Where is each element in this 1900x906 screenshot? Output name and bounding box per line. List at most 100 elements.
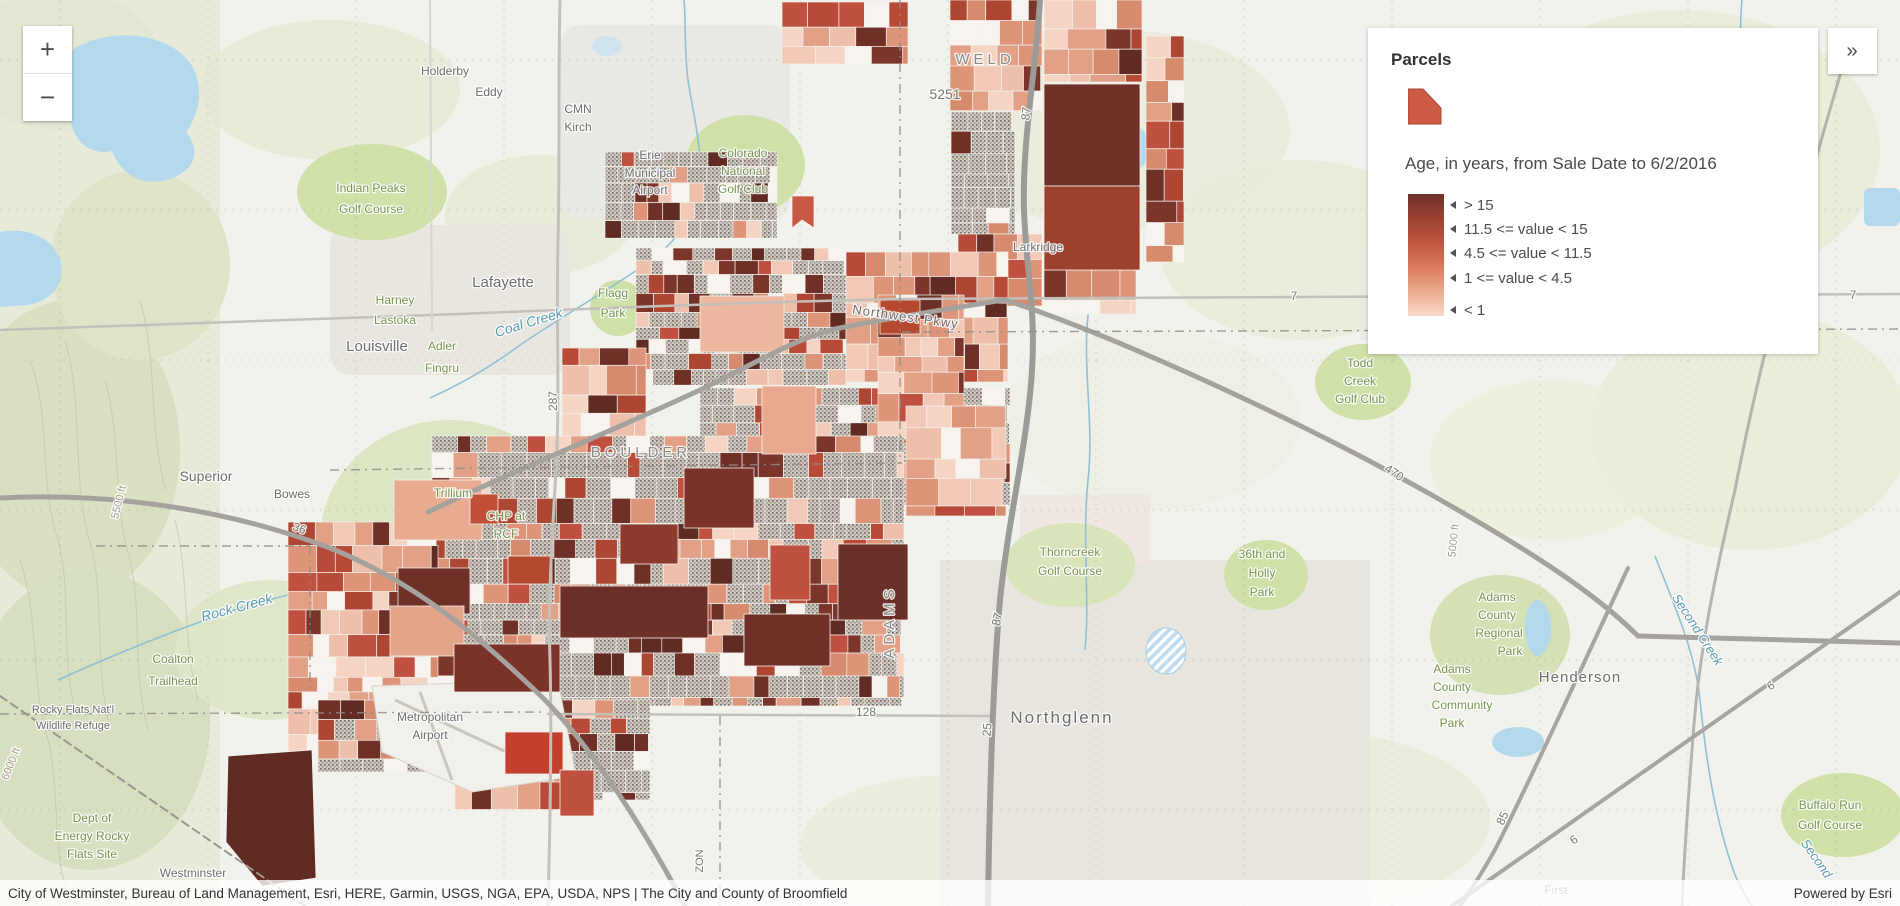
- svg-text:7: 7: [1291, 289, 1298, 303]
- svg-text:Louisville: Louisville: [346, 338, 408, 355]
- ramp-tick-icon: [1450, 249, 1456, 257]
- double-chevron-right-icon: »: [1846, 39, 1859, 62]
- svg-text:87: 87: [1018, 106, 1033, 121]
- svg-text:Adler: Adler: [428, 339, 456, 353]
- svg-text:Trillium: Trillium: [434, 486, 472, 500]
- svg-text:Park: Park: [1250, 585, 1276, 599]
- svg-text:287: 287: [546, 391, 560, 411]
- legend-class-label: 1 <= value < 4.5: [1464, 269, 1573, 287]
- svg-text:Indian Peaks: Indian Peaks: [336, 181, 405, 195]
- svg-text:Eddy: Eddy: [475, 85, 502, 99]
- legend-class-label: 11.5 <= value < 15: [1464, 220, 1588, 238]
- svg-text:5251: 5251: [929, 86, 960, 102]
- legend-title: Parcels: [1391, 50, 1452, 69]
- svg-text:Northglenn: Northglenn: [1010, 708, 1113, 727]
- svg-text:87: 87: [989, 611, 1006, 627]
- svg-text:Metropolitan: Metropolitan: [397, 710, 463, 724]
- svg-text:Todd: Todd: [1347, 356, 1373, 370]
- svg-text:Park: Park: [1440, 716, 1466, 730]
- svg-text:5000 ft: 5000 ft: [1446, 523, 1461, 558]
- zoom-in-button[interactable]: +: [39, 34, 56, 64]
- svg-text:Golf Club: Golf Club: [718, 182, 768, 196]
- svg-text:Community: Community: [1432, 698, 1493, 712]
- svg-text:Westminster: Westminster: [160, 866, 226, 880]
- svg-text:Golf Course: Golf Course: [1798, 818, 1862, 832]
- svg-text:BOULDER: BOULDER: [591, 444, 692, 461]
- svg-text:Municipal: Municipal: [625, 166, 676, 180]
- svg-text:ADAMS: ADAMS: [881, 585, 898, 658]
- svg-text:RCF: RCF: [494, 527, 519, 541]
- svg-text:36th and: 36th and: [1239, 547, 1286, 561]
- svg-text:County: County: [1433, 680, 1471, 694]
- svg-text:Airport: Airport: [632, 183, 668, 197]
- svg-text:Buffalo Run: Buffalo Run: [1799, 798, 1862, 812]
- svg-text:Park: Park: [1498, 644, 1524, 658]
- svg-text:Lastoka: Lastoka: [374, 313, 416, 327]
- map-labels: Holderby Eddy CMN Kirch Erie Municipal Airport…: [0, 50, 1864, 899]
- powered-by-esri: Powered by Esri: [1793, 885, 1892, 901]
- legend-class-label: > 15: [1464, 196, 1494, 214]
- svg-text:Golf Club: Golf Club: [1335, 392, 1385, 406]
- svg-text:Energy Rocky: Energy Rocky: [55, 829, 130, 843]
- legend-class-row: 4.5 <= value < 11.5: [1450, 244, 1592, 262]
- legend-class-label: < 1: [1464, 301, 1486, 319]
- svg-text:Trailhead: Trailhead: [148, 674, 198, 688]
- svg-text:25: 25: [980, 722, 995, 737]
- svg-text:Harney: Harney: [376, 293, 415, 307]
- svg-text:Holly: Holly: [1249, 566, 1276, 580]
- zoom-out-button[interactable]: −: [39, 82, 56, 112]
- svg-text:Superior: Superior: [180, 468, 233, 484]
- parcel-swatch-icon: [1408, 88, 1442, 125]
- svg-text:7: 7: [1850, 288, 1857, 302]
- svg-text:Fingru: Fingru: [425, 361, 459, 375]
- svg-text:Airport: Airport: [412, 728, 448, 742]
- legend-class-row: > 15: [1450, 196, 1494, 214]
- legend-class-row: < 1: [1450, 301, 1485, 319]
- legend-subtitle: Age, in years, from Sale Date to 6/2/201…: [1405, 154, 1717, 173]
- svg-text:Thorncreek: Thorncreek: [1040, 545, 1102, 559]
- svg-text:Wildlife Refuge: Wildlife Refuge: [36, 720, 110, 732]
- svg-text:Rocky Flats Nat'l: Rocky Flats Nat'l: [32, 704, 114, 716]
- svg-text:Adams: Adams: [1433, 662, 1470, 676]
- zoom-control-divider: [23, 73, 72, 74]
- svg-text:County: County: [1478, 608, 1516, 622]
- svg-text:Kirch: Kirch: [564, 120, 591, 134]
- svg-text:Holderby: Holderby: [421, 64, 469, 78]
- svg-text:Bowes: Bowes: [274, 487, 310, 501]
- svg-text:Park: Park: [601, 306, 627, 320]
- svg-text:Henderson: Henderson: [1539, 669, 1621, 686]
- attribution-bar: City of Westminster, Bureau of Land Mana…: [0, 880, 1900, 906]
- svg-text:Colorado: Colorado: [719, 146, 768, 160]
- parcels-layer: [225, 0, 1185, 887]
- svg-text:Erie: Erie: [639, 148, 661, 162]
- svg-text:Flagg: Flagg: [598, 286, 628, 300]
- svg-text:Dept of: Dept of: [73, 811, 112, 825]
- legend-panel: Parcels Age, in years, from Sale Date to…: [1368, 28, 1818, 354]
- svg-text:CHP at: CHP at: [487, 509, 526, 523]
- svg-text:National: National: [721, 164, 765, 178]
- legend-color-ramp: [1408, 194, 1444, 316]
- legend-class-row: 11.5 <= value < 15: [1450, 220, 1588, 238]
- svg-text:Larkridge: Larkridge: [1013, 240, 1063, 254]
- svg-text:Golf Course: Golf Course: [339, 202, 403, 216]
- svg-text:ZON: ZON: [694, 849, 706, 872]
- ramp-tick-icon: [1450, 225, 1456, 233]
- svg-text:128: 128: [856, 705, 876, 719]
- svg-text:Lafayette: Lafayette: [472, 274, 534, 291]
- svg-text:Regional: Regional: [1475, 626, 1522, 640]
- svg-text:Coalton: Coalton: [152, 652, 193, 666]
- ramp-tick-icon: [1450, 201, 1456, 209]
- ramp-tick-icon: [1450, 306, 1456, 314]
- svg-text:CMN: CMN: [564, 102, 591, 116]
- ramp-tick-icon: [1450, 274, 1456, 282]
- legend-class-label: 4.5 <= value < 11.5: [1464, 244, 1592, 262]
- attribution-sources: City of Westminster, Bureau of Land Mana…: [8, 885, 848, 901]
- svg-text:Adams: Adams: [1478, 590, 1515, 604]
- legend-collapse-button[interactable]: »: [1828, 28, 1877, 74]
- svg-text:Creek: Creek: [1344, 374, 1377, 388]
- svg-text:Flats Site: Flats Site: [67, 847, 117, 861]
- svg-text:WELD: WELD: [955, 51, 1014, 68]
